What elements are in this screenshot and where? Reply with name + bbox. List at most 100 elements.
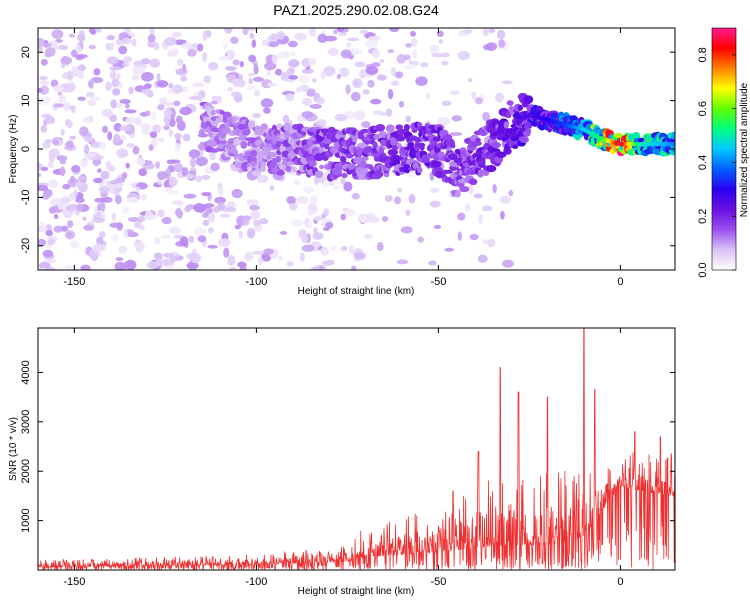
noise-blob (140, 122, 151, 131)
noise-blob (124, 109, 137, 114)
noise-blob (102, 125, 109, 134)
signal-blob (506, 100, 514, 106)
signal-blob (250, 149, 258, 157)
noise-blob (82, 216, 87, 221)
noise-blob (111, 211, 116, 222)
signal-blob (395, 124, 404, 131)
noise-blob (88, 80, 94, 88)
colorbar-tick-label: 0.6 (697, 101, 709, 116)
signal-blob (244, 128, 251, 136)
noise-blob (167, 49, 179, 58)
signal-blob (419, 142, 425, 151)
signal-blob (403, 123, 410, 131)
noise-blob (77, 96, 86, 101)
noise-blob (338, 31, 347, 37)
noise-blob (291, 219, 304, 227)
noise-blob (176, 58, 184, 66)
noise-blob (126, 143, 135, 148)
noise-blob (410, 37, 418, 48)
signal-blob (360, 128, 370, 134)
noise-blob (97, 168, 102, 173)
noise-blob (340, 213, 346, 221)
noise-blob (171, 31, 182, 38)
noise-blob (124, 259, 137, 270)
snr-y-label: SNR (10 * v/v) (8, 417, 19, 481)
spectrogram-y-tick-label: -20 (20, 238, 32, 254)
noise-blob (269, 33, 279, 41)
snr-y-tick-label: 2000 (20, 459, 32, 483)
noise-blob (73, 189, 78, 198)
noise-blob (188, 149, 201, 159)
noise-blob (94, 197, 107, 203)
noise-blob (437, 116, 451, 126)
noise-blob (68, 33, 76, 38)
noise-blob (352, 78, 363, 89)
noise-blob (122, 56, 133, 63)
noise-blob (38, 225, 48, 233)
noise-blob (362, 89, 370, 95)
noise-blob (400, 226, 413, 234)
noise-blob (305, 220, 313, 229)
noise-blob (74, 181, 83, 187)
noise-blob (56, 155, 68, 162)
signal-blob (388, 125, 395, 132)
noise-blob (237, 261, 247, 268)
noise-blob (349, 245, 354, 255)
noise-blob (140, 71, 154, 82)
noise-blob (38, 185, 49, 192)
noise-blob (216, 95, 223, 104)
noise-blob (131, 182, 137, 188)
signal-blob (197, 133, 209, 138)
signal-blob (525, 95, 534, 104)
signal-blob (276, 170, 286, 176)
noise-blob (147, 34, 156, 43)
signal-blob (387, 148, 399, 156)
noise-blob (97, 203, 102, 212)
noise-blob (396, 53, 406, 64)
noise-blob (365, 66, 379, 75)
noise-blob (110, 41, 115, 48)
noise-blob (182, 63, 187, 72)
noise-blob (336, 28, 345, 33)
noise-blob (99, 231, 106, 238)
noise-blob (261, 39, 270, 46)
noise-blob (44, 97, 49, 102)
noise-blob (299, 84, 310, 92)
noise-blob (387, 49, 395, 53)
noise-blob (387, 88, 394, 100)
signal-blob (275, 155, 282, 163)
noise-blob (223, 42, 228, 51)
noise-blob (112, 233, 119, 243)
noise-blob (58, 94, 66, 103)
noise-blob (208, 227, 214, 234)
noise-blob (248, 77, 253, 85)
noise-blob (125, 116, 138, 125)
colorbar-label: Normalized spectral amplitude (739, 82, 750, 217)
noise-blob (69, 175, 75, 184)
noise-blob (250, 210, 261, 220)
signal-blob (416, 166, 423, 174)
noise-blob (184, 205, 191, 213)
noise-blob (62, 183, 71, 190)
signal-blob (279, 145, 285, 153)
noise-blob (408, 171, 417, 178)
noise-blob (228, 266, 237, 270)
noise-blob (40, 58, 48, 66)
noise-blob (79, 126, 89, 137)
colorbar-tick-label: 0.4 (697, 155, 709, 170)
noise-blob (478, 213, 484, 225)
noise-blob (43, 42, 52, 48)
signal-blob (519, 136, 529, 143)
noise-blob (253, 63, 259, 75)
noise-blob (390, 80, 400, 87)
signal-blob (373, 134, 380, 140)
noise-blob (309, 28, 316, 37)
noise-blob (289, 51, 296, 57)
noise-blob (45, 230, 53, 237)
noise-blob (363, 233, 373, 240)
noise-blob (286, 67, 295, 76)
noise-blob (85, 91, 95, 98)
noise-blob (165, 186, 172, 194)
noise-blob (168, 226, 181, 235)
